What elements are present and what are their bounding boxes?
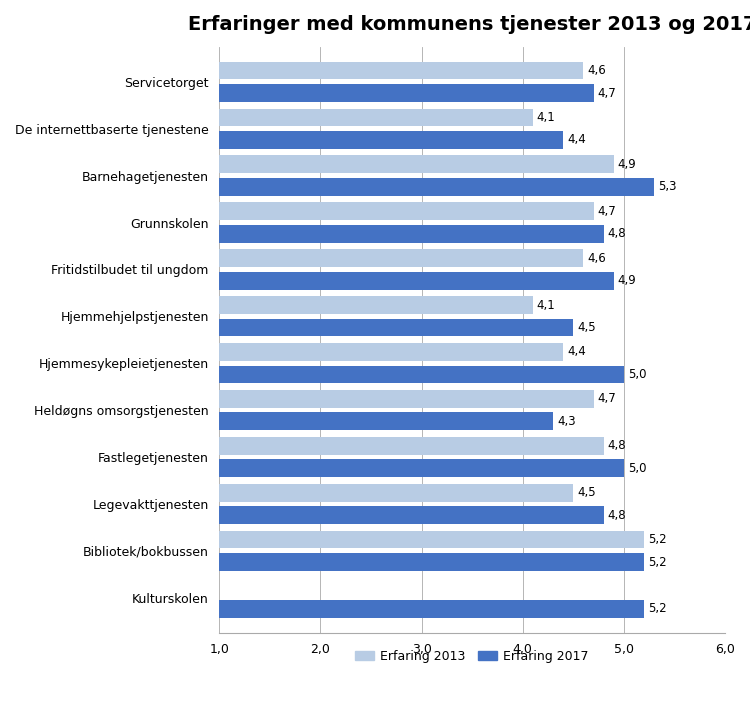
Bar bbox=[219, 272, 614, 289]
Text: 4,5: 4,5 bbox=[578, 486, 596, 499]
Text: 4,5: 4,5 bbox=[578, 321, 596, 334]
Legend: Erfaring 2013, Erfaring 2017: Erfaring 2013, Erfaring 2017 bbox=[350, 644, 594, 667]
Bar bbox=[219, 319, 573, 337]
Text: 4,4: 4,4 bbox=[567, 345, 586, 359]
Text: 4,6: 4,6 bbox=[587, 251, 606, 265]
Bar bbox=[219, 366, 624, 383]
Bar bbox=[219, 131, 563, 149]
Text: 5,2: 5,2 bbox=[648, 533, 667, 546]
Bar bbox=[219, 506, 604, 524]
Text: 4,8: 4,8 bbox=[608, 508, 626, 522]
Text: 5,2: 5,2 bbox=[648, 556, 667, 569]
Text: 4,7: 4,7 bbox=[598, 87, 616, 100]
Text: 4,8: 4,8 bbox=[608, 439, 626, 453]
Bar bbox=[219, 460, 624, 477]
Text: 4,1: 4,1 bbox=[537, 111, 556, 124]
Bar bbox=[219, 296, 532, 314]
Bar bbox=[219, 249, 584, 267]
Text: 4,1: 4,1 bbox=[537, 299, 556, 311]
Text: 4,4: 4,4 bbox=[567, 133, 586, 147]
Text: 4,8: 4,8 bbox=[608, 227, 626, 241]
Bar bbox=[219, 390, 593, 407]
Bar bbox=[219, 343, 563, 361]
Bar bbox=[219, 84, 593, 102]
Bar bbox=[219, 62, 584, 79]
Text: 5,3: 5,3 bbox=[658, 180, 676, 193]
Text: 5,2: 5,2 bbox=[648, 602, 667, 616]
Text: 5,0: 5,0 bbox=[628, 368, 646, 381]
Text: 4,7: 4,7 bbox=[598, 205, 616, 218]
Bar bbox=[219, 203, 593, 221]
Text: 4,3: 4,3 bbox=[557, 415, 576, 428]
Bar bbox=[219, 109, 532, 127]
Bar bbox=[219, 225, 604, 243]
Bar bbox=[219, 484, 573, 501]
Text: 4,6: 4,6 bbox=[587, 64, 606, 77]
Bar bbox=[219, 553, 644, 571]
Bar bbox=[219, 178, 654, 195]
Bar bbox=[219, 412, 553, 430]
Bar bbox=[219, 437, 604, 455]
Bar bbox=[219, 155, 614, 173]
Text: 5,0: 5,0 bbox=[628, 462, 646, 475]
Bar bbox=[219, 531, 644, 548]
Title: Erfaringer med kommunens tjenester 2013 og 2017: Erfaringer med kommunens tjenester 2013 … bbox=[188, 15, 750, 34]
Text: 4,9: 4,9 bbox=[618, 274, 637, 287]
Bar bbox=[219, 600, 644, 618]
Text: 4,7: 4,7 bbox=[598, 392, 616, 405]
Text: 4,9: 4,9 bbox=[618, 158, 637, 171]
